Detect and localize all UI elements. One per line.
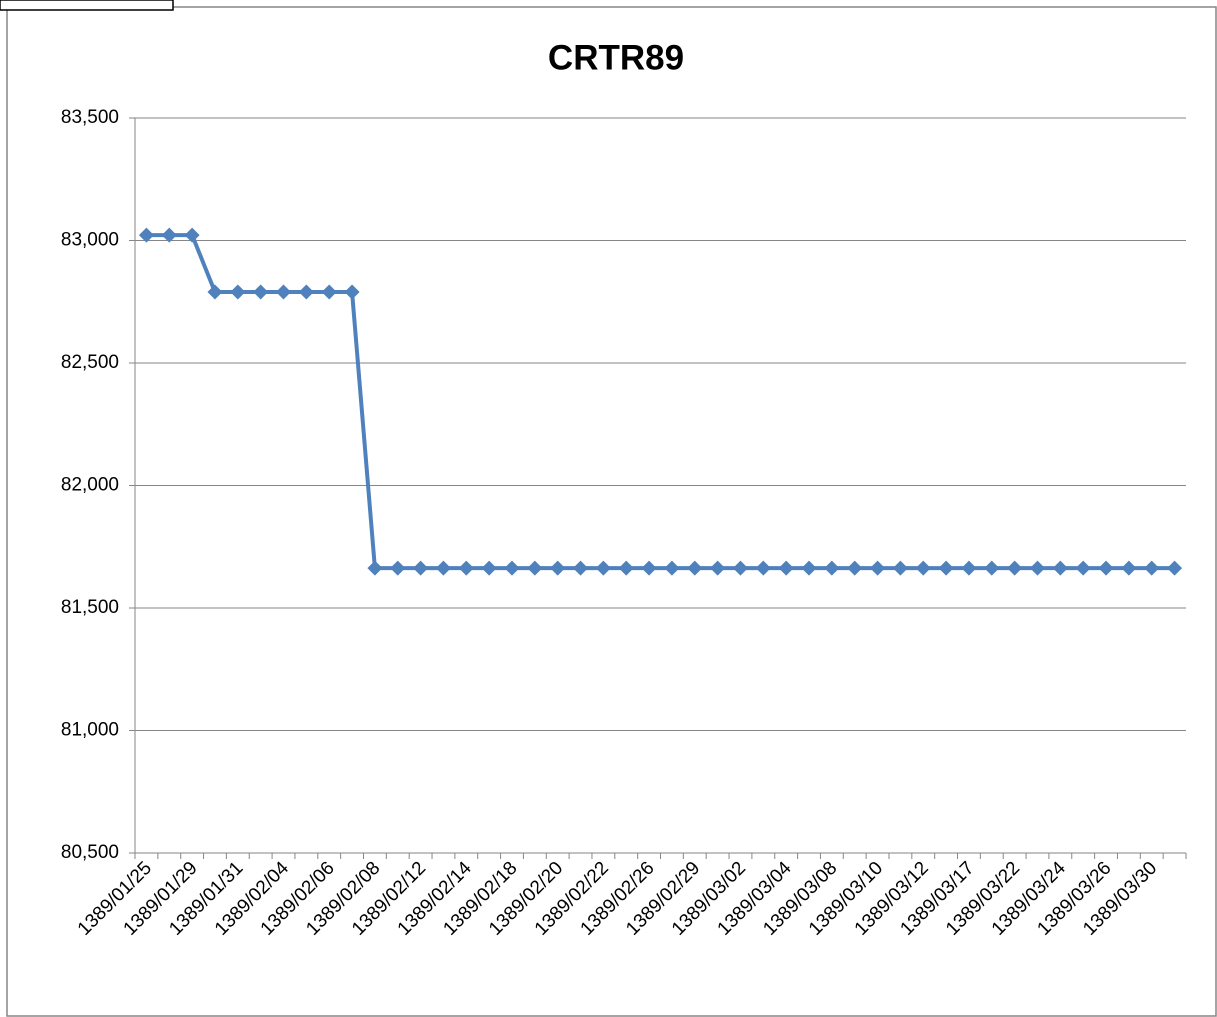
marker bbox=[1098, 560, 1114, 576]
y-tick-label: 82,000 bbox=[61, 475, 119, 496]
marker bbox=[138, 227, 154, 243]
marker bbox=[892, 560, 908, 576]
y-tick-label: 83,000 bbox=[61, 230, 119, 251]
marker bbox=[984, 560, 1000, 576]
marker bbox=[1144, 560, 1160, 576]
marker bbox=[710, 560, 726, 576]
marker bbox=[390, 560, 406, 576]
marker bbox=[550, 560, 566, 576]
marker bbox=[276, 284, 292, 300]
cell-box bbox=[0, 0, 174, 11]
y-tick-label: 82,500 bbox=[61, 352, 119, 373]
marker bbox=[595, 560, 611, 576]
marker bbox=[413, 560, 429, 576]
marker bbox=[184, 227, 200, 243]
marker bbox=[435, 560, 451, 576]
y-tick-label: 83,500 bbox=[61, 107, 119, 128]
marker bbox=[755, 560, 771, 576]
marker bbox=[481, 560, 497, 576]
marker bbox=[1052, 560, 1068, 576]
marker bbox=[824, 560, 840, 576]
marker bbox=[732, 560, 748, 576]
marker bbox=[1007, 560, 1023, 576]
marker bbox=[687, 560, 703, 576]
marker bbox=[938, 560, 954, 576]
marker bbox=[230, 284, 246, 300]
marker bbox=[573, 560, 589, 576]
marker bbox=[915, 560, 931, 576]
marker bbox=[664, 560, 680, 576]
marker bbox=[253, 284, 269, 300]
marker bbox=[618, 560, 634, 576]
y-tick-label: 81,000 bbox=[61, 720, 119, 741]
marker bbox=[161, 227, 177, 243]
y-tick-label: 80,500 bbox=[61, 842, 119, 863]
marker bbox=[344, 284, 360, 300]
marker bbox=[458, 560, 474, 576]
chart-frame bbox=[6, 6, 1217, 1017]
marker bbox=[778, 560, 794, 576]
marker bbox=[527, 560, 543, 576]
marker bbox=[504, 560, 520, 576]
marker bbox=[1075, 560, 1091, 576]
y-tick-label: 81,500 bbox=[61, 597, 119, 618]
marker bbox=[1167, 560, 1183, 576]
marker bbox=[961, 560, 977, 576]
marker bbox=[1121, 560, 1137, 576]
marker bbox=[207, 284, 223, 300]
marker bbox=[321, 284, 337, 300]
marker bbox=[1029, 560, 1045, 576]
line bbox=[146, 233, 1175, 571]
marker bbox=[298, 284, 314, 300]
marker bbox=[847, 560, 863, 576]
marker bbox=[367, 560, 383, 576]
marker bbox=[801, 560, 817, 576]
chart-title: CRTR89 bbox=[548, 38, 684, 77]
marker bbox=[641, 560, 657, 576]
marker bbox=[870, 560, 886, 576]
